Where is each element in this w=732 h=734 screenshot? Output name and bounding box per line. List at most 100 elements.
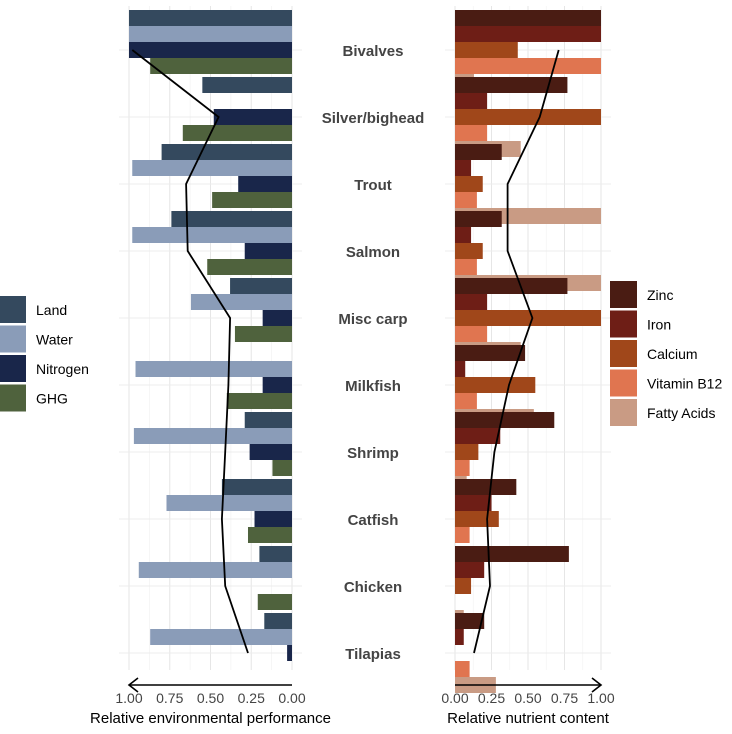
nutrient-bar-milkfish-iron — [455, 361, 466, 377]
env-bar-silver-bighead-ghg — [182, 125, 292, 141]
env-legend-label-nitrogen: Nitrogen — [36, 361, 89, 377]
env-bar-tilapias-nitrogen — [287, 645, 292, 661]
env-tick-label-3: 0.25 — [238, 690, 265, 706]
env-bar-shrimp-land — [244, 412, 292, 428]
env-legend-swatch-water — [0, 325, 26, 353]
env-bar-catfish-ghg — [247, 527, 292, 543]
nutrient-bar-bivalves-vitamin-b12 — [455, 58, 601, 74]
nutrient-bar-catfish-calcium — [455, 511, 499, 527]
nutrient-bar-misc-carp-iron — [455, 294, 488, 310]
nutrient-bar-tilapias-iron — [455, 629, 464, 645]
env-legend-swatch-land — [0, 296, 26, 323]
nutrient-bar-bivalves-calcium — [455, 42, 518, 58]
env-legend-label-land: Land — [36, 302, 67, 318]
nutrient-bar-tilapias-zinc — [455, 613, 485, 629]
nutrient-bar-shrimp-calcium — [455, 444, 479, 460]
nutrient-legend-swatch-vitamin-b12 — [610, 369, 637, 397]
nutrient-bar-chicken-calcium — [455, 578, 472, 594]
nutrient-legend-label-calcium: Calcium — [647, 346, 698, 362]
nutrient-bar-milkfish-calcium — [455, 377, 536, 393]
env-bar-trout-land — [161, 144, 292, 160]
nutrient-legend-label-vitamin-b12: Vitamin B12 — [647, 376, 722, 392]
env-bar-salmon-water — [132, 227, 292, 243]
category-label-bivalves: Bivalves — [343, 43, 404, 60]
nutrient-bar-misc-carp-zinc — [455, 278, 568, 294]
nutrient-bar-chicken-zinc — [455, 546, 569, 562]
env-tick-label-4: 0.00 — [278, 690, 305, 706]
nutrient-bar-misc-carp-vitamin-b12 — [455, 326, 488, 342]
nutrient-bar-salmon-iron — [455, 227, 472, 243]
category-label-misc-carp: Misc carp — [338, 311, 407, 328]
env-bar-tilapias-water — [150, 629, 292, 645]
nutrient-axis-arrowhead — [591, 677, 603, 693]
category-label-salmon: Salmon — [346, 244, 400, 261]
nutrient-tick-label-4: 1.00 — [587, 690, 614, 706]
env-bar-trout-ghg — [212, 192, 292, 208]
env-bar-bivalves-nitrogen — [129, 42, 292, 58]
category-label-shrimp: Shrimp — [347, 445, 399, 462]
nutrient-bar-catfish-vitamin-b12 — [455, 527, 470, 543]
env-tick-label-2: 0.50 — [197, 690, 224, 706]
category-label-milkfish: Milkfish — [345, 378, 401, 395]
nutrient-bar-chicken-iron — [455, 562, 485, 578]
nutrient-bar-misc-carp-calcium — [455, 310, 601, 326]
env-bar-bivalves-water — [129, 26, 292, 42]
category-label-chicken: Chicken — [344, 579, 402, 596]
nutrient-tick-label-1: 0.25 — [478, 690, 505, 706]
env-tick-label-0: 1.00 — [115, 690, 142, 706]
nutrient-bar-catfish-zinc — [455, 479, 517, 495]
env-bar-shrimp-ghg — [272, 460, 292, 476]
env-legend-label-water: Water — [36, 332, 73, 348]
nutrient-bar-bivalves-zinc — [455, 10, 601, 26]
env-bar-misc-carp-water — [190, 294, 292, 310]
category-label-trout: Trout — [354, 177, 392, 194]
nutrient-bar-silver-bighead-zinc — [455, 77, 568, 93]
env-bar-chicken-water — [138, 562, 292, 578]
env-bar-salmon-land — [171, 211, 292, 227]
nutrient-axis-title: Relative nutrient content — [447, 710, 610, 727]
nutrient-bar-shrimp-zinc — [455, 412, 555, 428]
category-label-silver-bighead: Silver/bighead — [322, 110, 425, 127]
env-bar-bivalves-land — [129, 10, 292, 26]
nutrient-bar-salmon-zinc — [455, 211, 502, 227]
nutrient-mean-line — [473, 49, 560, 654]
env-bar-catfish-nitrogen — [254, 511, 292, 527]
nutrient-legend-swatch-zinc — [610, 281, 637, 308]
env-legend-label-ghg: GHG — [36, 391, 68, 407]
nutrient-bar-shrimp-iron — [455, 428, 501, 444]
env-bar-shrimp-nitrogen — [249, 444, 292, 460]
nutrient-legend-swatch-calcium — [610, 340, 637, 367]
nutrient-bar-tilapias-vitamin-b12 — [455, 661, 470, 677]
env-bar-misc-carp-land — [230, 278, 292, 294]
env-legend-swatch-ghg — [0, 384, 26, 412]
env-bar-silver-bighead-nitrogen — [213, 109, 292, 125]
nutrient-bar-bivalves-iron — [455, 26, 601, 42]
nutrient-legend-label-zinc: Zinc — [647, 287, 673, 303]
nutrient-legend-swatch-fatty-acids — [610, 399, 637, 426]
env-bar-shrimp-water — [133, 428, 292, 444]
env-tick-label-1: 0.75 — [156, 690, 183, 706]
nutrient-bar-trout-zinc — [455, 144, 502, 160]
nutrient-legend-label-iron: Iron — [647, 317, 671, 333]
nutrient-bar-catfish-iron — [455, 495, 492, 511]
nutrient-legend-label-fatty-acids: Fatty Acids — [647, 405, 715, 421]
category-label-catfish: Catfish — [348, 512, 399, 529]
env-bar-trout-water — [132, 160, 292, 176]
env-axis-arrowhead — [127, 677, 139, 693]
env-bar-salmon-nitrogen — [244, 243, 292, 259]
nutrient-tick-label-3: 0.75 — [551, 690, 578, 706]
env-bar-milkfish-ghg — [226, 393, 292, 409]
category-label-tilapias: Tilapias — [345, 646, 401, 663]
env-bar-bivalves-ghg — [150, 58, 292, 74]
nutrient-legend-swatch-iron — [610, 310, 637, 338]
nutrient-bar-milkfish-vitamin-b12 — [455, 393, 477, 409]
env-bar-misc-carp-nitrogen — [262, 310, 292, 326]
nutrient-bar-trout-iron — [455, 160, 472, 176]
env-mean-line — [131, 49, 249, 654]
env-bar-chicken-land — [259, 546, 292, 562]
env-bar-salmon-ghg — [207, 259, 292, 275]
nutrient-bar-milkfish-zinc — [455, 345, 526, 361]
nutrient-bar-trout-vitamin-b12 — [455, 192, 477, 208]
